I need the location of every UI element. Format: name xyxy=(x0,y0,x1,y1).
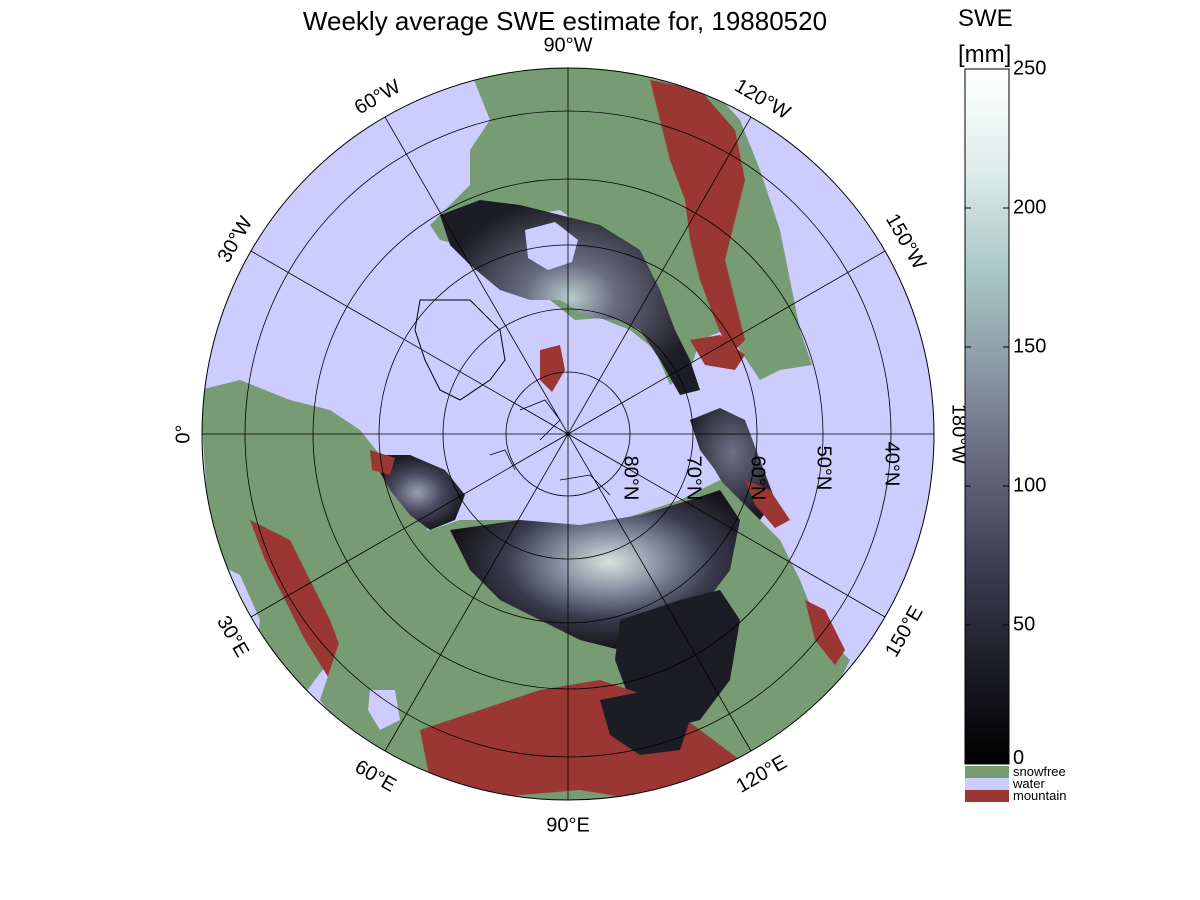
map-title: Weekly average SWE estimate for, 1988052… xyxy=(302,6,828,36)
colorbar-tick-label: 100 xyxy=(1013,474,1046,496)
colorbar-ticks: 0 50 100 150 200 250 xyxy=(965,57,1046,769)
lat-label-70n: 70°N xyxy=(683,456,705,501)
alaska-mountain xyxy=(745,480,790,528)
colorbar-tick-label: 150 xyxy=(1013,335,1046,357)
lon-label-0: 0° xyxy=(172,424,194,443)
north-america-snow xyxy=(440,200,700,395)
category-label-mountain: mountain xyxy=(1013,788,1066,803)
lat-label-60n: 60°N xyxy=(747,456,769,501)
alaska-range xyxy=(690,335,745,370)
colorbar-tick-label: 0 xyxy=(1013,747,1024,769)
lon-label-30e: 30°E xyxy=(212,612,253,661)
category-label-snowfree: snowfree xyxy=(1013,764,1066,779)
tibet-snow xyxy=(600,690,690,755)
lon-label-180w: 180°W xyxy=(948,404,970,464)
colorbar-tick-label: 250 xyxy=(1013,57,1046,79)
graticule xyxy=(201,67,935,801)
arctic-coastline xyxy=(489,399,611,496)
colorbar-title-line1: SWE xyxy=(958,5,1013,32)
map-disk xyxy=(202,68,934,800)
kamchatka-mountain xyxy=(805,600,845,665)
scandinavia-snow xyxy=(370,455,465,530)
scandinavian-mountains xyxy=(370,450,395,475)
lon-label-120e: 120°E xyxy=(732,751,790,797)
lon-label-90e: 90°E xyxy=(546,814,590,836)
colorbar-tick-label: 200 xyxy=(1013,196,1046,218)
meridian-150e-30w xyxy=(250,250,886,618)
category-swatch-water xyxy=(965,778,1009,790)
greenland xyxy=(414,299,506,401)
colorbar-gradient xyxy=(964,68,1010,765)
caspian-water xyxy=(368,690,400,730)
colorbar-title-line2: [mm] xyxy=(958,41,1011,68)
lon-label-90w: 90°W xyxy=(543,34,592,56)
colorbar-tick-label: 50 xyxy=(1013,613,1035,635)
category-swatch-snowfree xyxy=(965,766,1009,778)
alps-mountains xyxy=(250,520,345,680)
lon-label-60e: 60°E xyxy=(351,756,400,797)
lat-label-80n: 80°N xyxy=(620,456,642,501)
colorbar: SWE [mm] 0 50 100 150 200 250 snowfreewatermo… xyxy=(958,5,1066,803)
lat-label-40n: 40°N xyxy=(881,442,903,487)
ellesmere-mountain xyxy=(540,345,565,392)
category-swatch-mountain xyxy=(965,790,1009,802)
lat-label-50n: 50°N xyxy=(813,446,835,491)
rocky-mountains xyxy=(650,80,745,355)
map-border xyxy=(201,67,935,801)
category-label-water: water xyxy=(1012,776,1045,791)
